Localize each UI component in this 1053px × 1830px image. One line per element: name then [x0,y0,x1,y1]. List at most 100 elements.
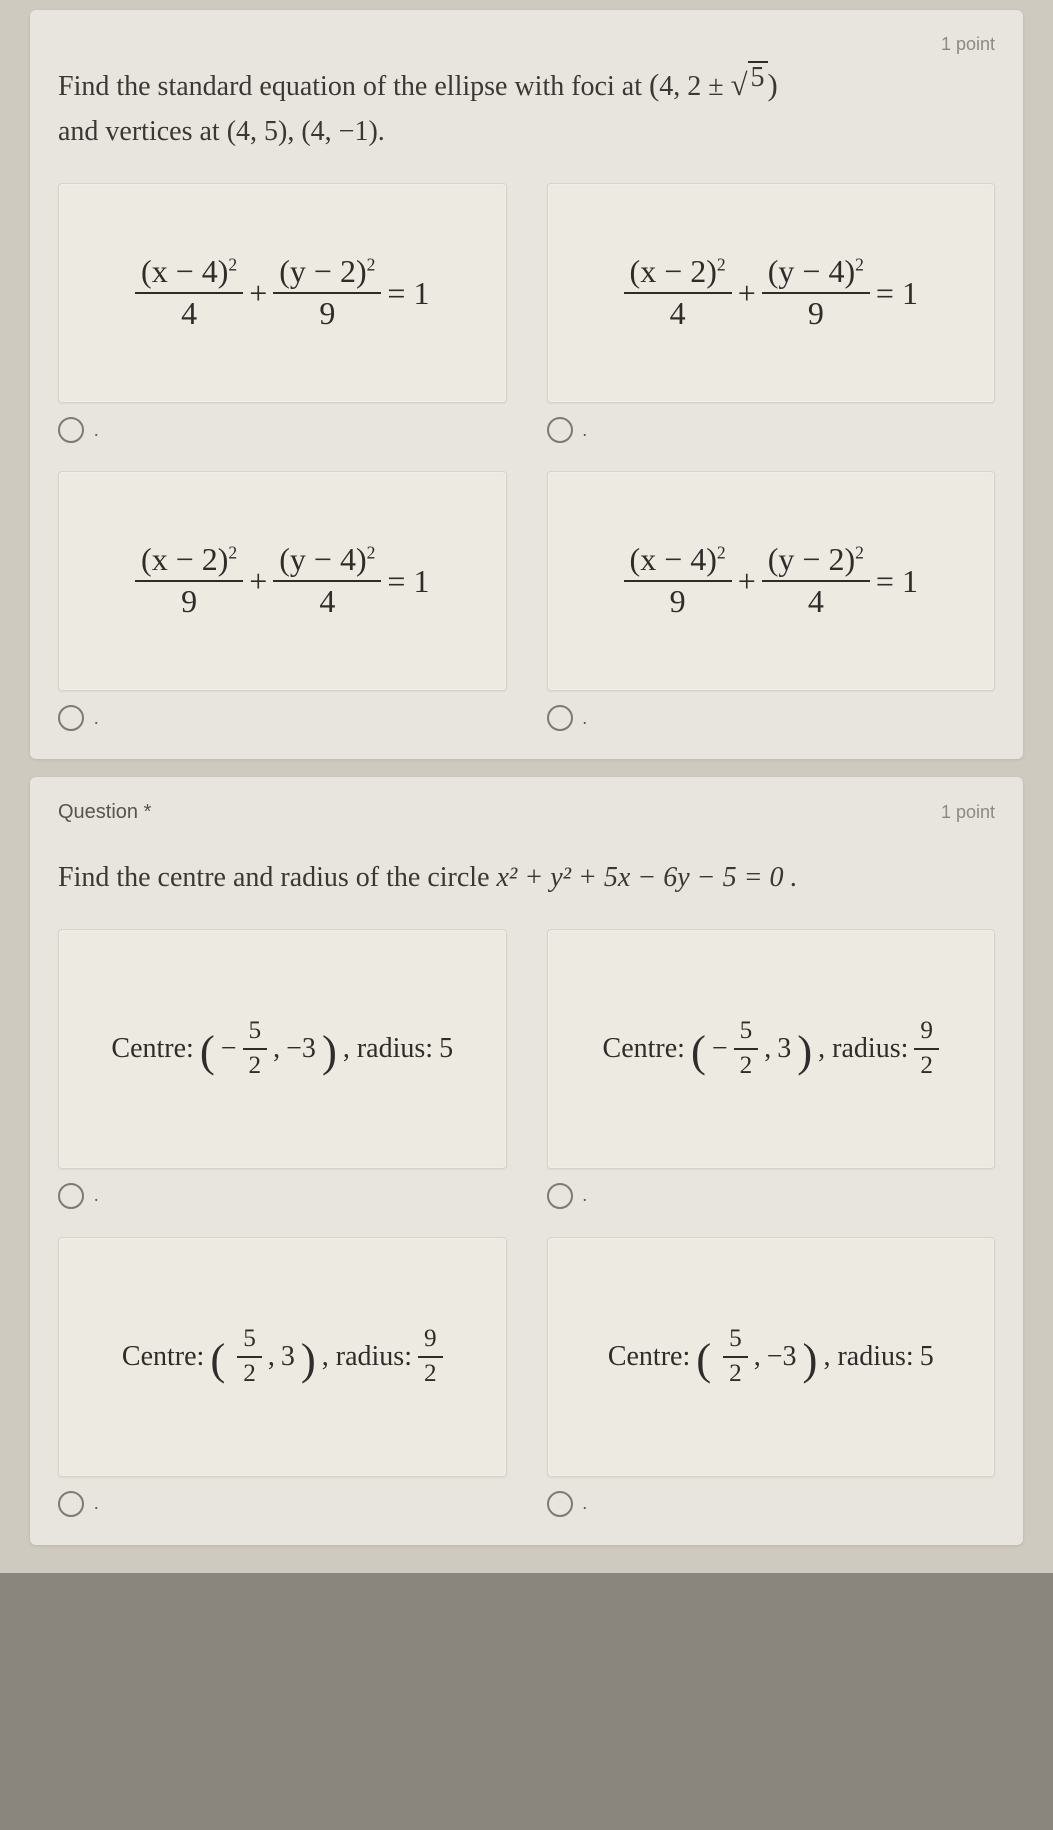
numerator: (x − 4) [141,253,228,289]
radius-num: 9 [418,1326,443,1352]
radius-den: 2 [418,1361,443,1387]
question-prompt-1: Find the standard equation of the ellips… [58,61,995,155]
points-label: 1 point [58,34,995,55]
points-label: 1 point [941,802,995,823]
radio-label: . [94,708,99,729]
option-box: (x − 2)2 9 + (y − 4)2 4 = 1 [58,471,507,691]
radius-value: 5 [439,1033,453,1065]
numerator: (x − 2) [630,253,717,289]
radio-1a[interactable] [58,417,84,443]
equals-one: = 1 [387,563,429,600]
equation: (x − 4)2 4 + (y − 2)2 9 = 1 [135,255,429,330]
option-1c: (x − 2)2 9 + (y − 4)2 4 = 1 [58,471,507,731]
centre-word: Centre: [111,1033,193,1065]
question-prompt-2: Find the centre and radius of the circle… [58,856,995,901]
options-grid-2: Centre: ( − 5 2 , −3 ) , radius: 5 [58,929,995,1517]
radio-2d[interactable] [547,1491,573,1517]
radio-label: . [583,420,588,441]
option-1a: (x − 4)2 4 + (y − 2)2 9 = 1 [58,183,507,443]
option-1b: (x − 2)2 4 + (y − 4)2 9 = 1 [547,183,996,443]
radio-label: . [583,1493,588,1514]
centre-y: −3 [286,1033,316,1065]
option-content: Centre: ( 5 2 , −3 ) , radius: 5 [608,1326,934,1387]
option-box: Centre: ( − 5 2 , −3 ) , radius: 5 [58,929,507,1169]
option-box: Centre: ( 5 2 , 3 ) , radius: 9 [58,1237,507,1477]
radio-1b[interactable] [547,417,573,443]
numerator: (y − 2) [279,253,366,289]
radio-2b[interactable] [547,1183,573,1209]
centre-y: 3 [777,1033,791,1065]
centre-y: 3 [281,1341,295,1373]
radio-label: . [583,708,588,729]
option-box: Centre: ( 5 2 , −3 ) , radius: 5 [547,1237,996,1477]
equals-one: = 1 [876,275,918,312]
option-2a: Centre: ( − 5 2 , −3 ) , radius: 5 [58,929,507,1209]
centre-y: −3 [767,1341,797,1373]
denominator: 9 [802,297,830,331]
equation: (x − 2)2 4 + (y − 4)2 9 = 1 [624,255,918,330]
vertices-text: (4, 5), (4, −1). [227,116,385,147]
numerator: (y − 4) [768,253,855,289]
radio-2c[interactable] [58,1491,84,1517]
radio-label: . [583,1185,588,1206]
centre-x-num: 5 [723,1326,748,1352]
question-card-2: Question * 1 point Find the centre and r… [30,777,1023,1545]
numerator: (x − 4) [630,541,717,577]
denominator: 9 [664,585,692,619]
equals-one: = 1 [876,563,918,600]
foci-radical: 5 [748,61,768,94]
option-1d: (x − 4)2 9 + (y − 2)2 4 = 1 [547,471,996,731]
radius-num: 9 [914,1018,939,1044]
radio-2a[interactable] [58,1183,84,1209]
radius-word: , radius: [343,1033,433,1065]
option-2b: Centre: ( − 5 2 , 3 ) , radius: 9 [547,929,996,1209]
prompt-text: Find the standard equation of the ellips… [58,71,649,102]
option-box: (x − 2)2 4 + (y − 4)2 9 = 1 [547,183,996,403]
question-label: Question * [58,801,151,824]
equals-one: = 1 [387,275,429,312]
denominator: 4 [802,585,830,619]
option-box: Centre: ( − 5 2 , 3 ) , radius: 9 [547,929,996,1169]
option-box: (x − 4)2 4 + (y − 2)2 9 = 1 [58,183,507,403]
denominator: 9 [175,585,203,619]
denominator: 9 [313,297,341,331]
centre-word: Centre: [122,1341,204,1373]
centre-word: Centre: [608,1341,690,1373]
centre-x-den: 2 [243,1053,268,1079]
centre-x-num: 5 [243,1018,268,1044]
option-2c: Centre: ( 5 2 , 3 ) , radius: 9 [58,1237,507,1517]
centre-x-den: 2 [237,1361,262,1387]
radio-label: . [94,1493,99,1514]
radio-label: . [94,420,99,441]
options-grid-1: (x − 4)2 4 + (y − 2)2 9 = 1 [58,183,995,731]
radius-word: , radius: [322,1341,412,1373]
radius-word: , radius: [818,1033,908,1065]
option-2d: Centre: ( 5 2 , −3 ) , radius: 5 [547,1237,996,1517]
option-content: Centre: ( 5 2 , 3 ) , radius: 9 [122,1326,443,1387]
centre-x-sign: − [221,1033,237,1065]
radio-1c[interactable] [58,705,84,731]
radio-1d[interactable] [547,705,573,731]
numerator: (y − 2) [768,541,855,577]
prompt-text: Find the centre and radius of the circle [58,862,497,893]
prompt-text-2: and vertices at [58,116,227,147]
option-box: (x − 4)2 9 + (y − 2)2 4 = 1 [547,471,996,691]
circle-equation: x² + y² + 5x − 6y − 5 = 0 . [497,862,798,893]
numerator: (y − 4) [279,541,366,577]
radio-label: . [94,1185,99,1206]
equation: (x − 4)2 9 + (y − 2)2 4 = 1 [624,543,918,618]
centre-word: Centre: [603,1033,685,1065]
denominator: 4 [313,585,341,619]
equation: (x − 2)2 9 + (y − 4)2 4 = 1 [135,543,429,618]
denominator: 4 [175,297,203,331]
centre-x-den: 2 [723,1361,748,1387]
centre-x-sign: − [712,1033,728,1065]
centre-x-den: 2 [734,1053,759,1079]
radius-den: 2 [914,1053,939,1079]
radius-word: , radius: [823,1341,913,1373]
radius-value: 5 [920,1341,934,1373]
question-card-1: 1 point Find the standard equation of th… [30,10,1023,759]
centre-x-num: 5 [734,1018,759,1044]
option-content: Centre: ( − 5 2 , −3 ) , radius: 5 [111,1018,453,1079]
foci-prefix: 4, 2 ± [659,71,730,102]
